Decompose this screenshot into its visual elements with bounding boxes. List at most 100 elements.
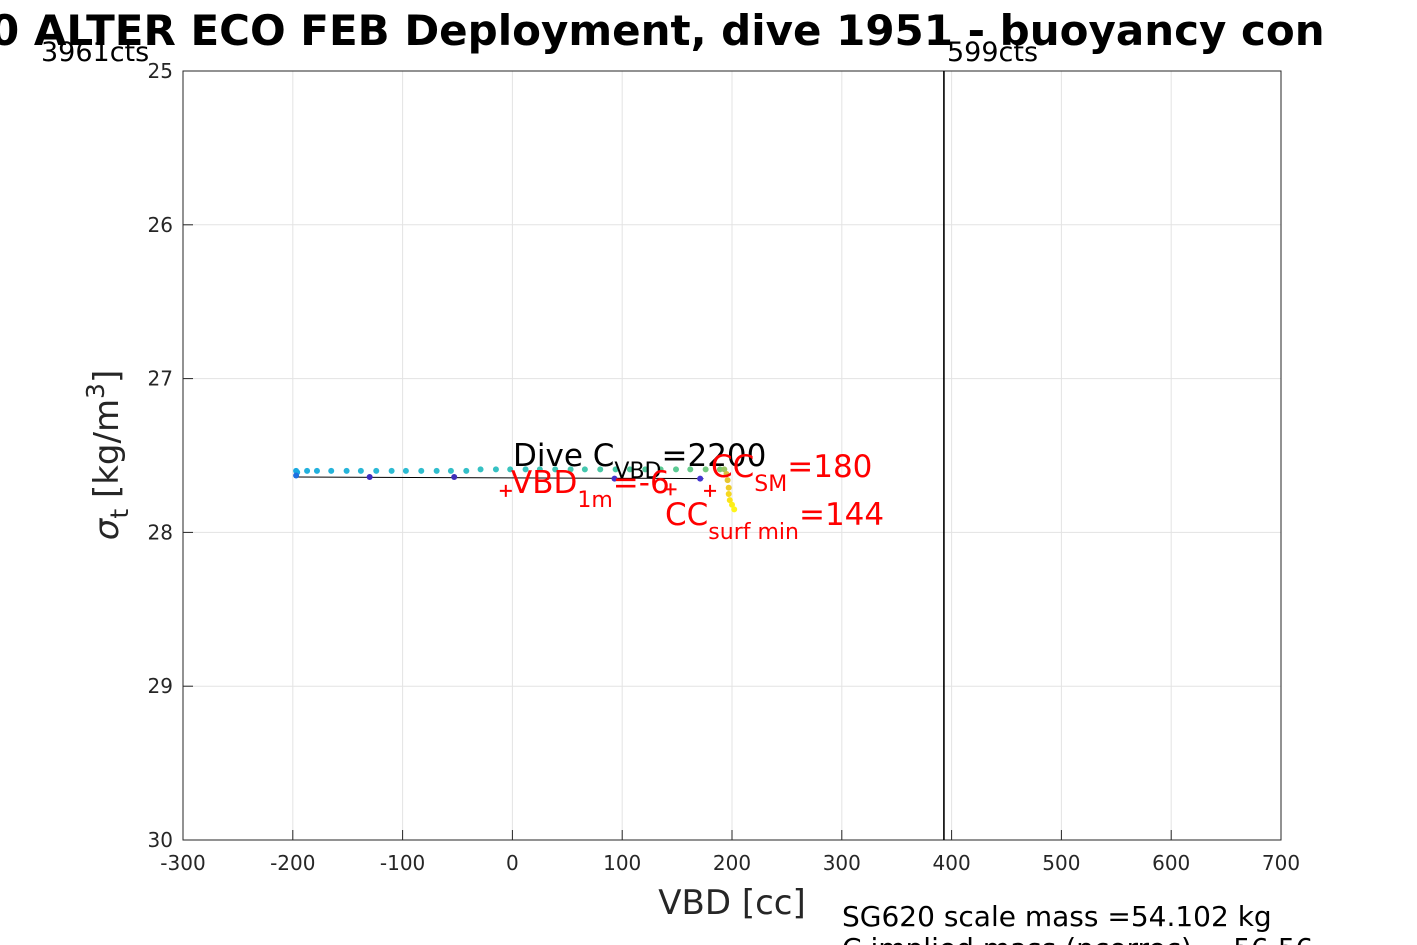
data-point	[724, 477, 731, 484]
data-point	[673, 466, 680, 473]
data-point	[328, 467, 335, 474]
data-point	[612, 466, 619, 473]
data-point	[642, 466, 649, 473]
y-tick-label: 29	[148, 674, 173, 698]
chart-title: 0 ALTER ECO FEB Deployment, dive 1951 - …	[0, 6, 1325, 55]
data-point	[522, 466, 529, 473]
data-point	[447, 467, 454, 474]
ylabel-sub: t	[105, 509, 134, 519]
data-point	[687, 466, 694, 473]
plus-markers	[499, 483, 717, 497]
data-point	[388, 467, 395, 474]
dive-c-value: =2200	[662, 438, 767, 474]
x-tick-label: -300	[160, 851, 205, 875]
data-point	[492, 466, 499, 473]
y-tick-label: 27	[148, 367, 173, 391]
vbd-1m-value: =-6	[613, 465, 670, 501]
data-point	[726, 497, 733, 504]
data-point	[477, 466, 484, 473]
x-tick-label: 600	[1152, 851, 1190, 875]
data-point	[716, 466, 723, 473]
plus-marker	[704, 484, 717, 497]
data-point	[611, 475, 618, 482]
x-tick-label: 500	[1042, 851, 1080, 875]
x-tick-label: 400	[933, 851, 971, 875]
ylabel-units: [kg/m	[87, 399, 127, 509]
data-point	[313, 467, 320, 474]
data-point	[552, 466, 559, 473]
data-point	[567, 466, 574, 473]
cc-sm-main: CC	[711, 449, 754, 485]
data-point	[721, 466, 728, 473]
x-tick-label: 700	[1262, 851, 1300, 875]
plus-marker	[664, 483, 677, 496]
data-point	[536, 466, 543, 473]
grid-lines	[182, 70, 1282, 841]
footer-implied-mass: C implied mass (ncorrec) = 56.56	[842, 932, 1313, 945]
counts-left-label: 3961cts	[41, 37, 150, 68]
x-tick-label: -200	[270, 851, 315, 875]
dive-c-main: Dive C	[513, 438, 614, 474]
dive-c-annotation: Dive CVBD=2200	[513, 438, 766, 484]
data-point	[729, 501, 735, 508]
data-point	[697, 475, 704, 482]
x-tick-label: 0	[506, 851, 519, 875]
svg-text:σt [kg/m3]: σt [kg/m3]	[81, 370, 134, 540]
data-point	[293, 472, 300, 479]
x-tick-labels: -300 -200 -100 0 100 200 300 400 500 600 700	[160, 851, 1300, 875]
data-point	[731, 506, 738, 513]
y-axis-label: σt [kg/m3]	[81, 370, 134, 540]
ylabel-sigma: σ	[87, 517, 127, 540]
data-point	[581, 466, 588, 473]
counts-right-label: 599cts	[947, 37, 1039, 68]
data-point	[626, 466, 633, 473]
cc-sm-sub: SM	[754, 472, 787, 497]
vbd-1m-main: VBD	[511, 465, 577, 501]
data-point	[343, 467, 350, 474]
cc-surf-value: =144	[799, 497, 884, 533]
data-point	[463, 467, 470, 474]
x-axis-label: VBD [cc]	[658, 883, 806, 923]
y-tick-labels: 25 26 27 28 29 30	[148, 59, 173, 852]
vbd-1m-annotation: VBD1m=-6	[511, 465, 670, 513]
footer-implied-rest: implied mass (ncorrec) = 56.56	[862, 932, 1313, 945]
data-point	[357, 467, 364, 474]
data-point	[702, 466, 709, 473]
data-point	[725, 484, 732, 491]
data-point	[507, 466, 514, 473]
data-point	[597, 466, 604, 473]
cc-surf-main: CC	[665, 497, 708, 533]
footer-implied-c: C	[842, 932, 862, 945]
data-point	[366, 474, 373, 481]
data-point	[433, 467, 440, 474]
fit-line	[296, 476, 704, 480]
data-point	[418, 467, 425, 474]
cc-surf-sub: surf min	[708, 520, 799, 545]
data-point	[304, 467, 311, 474]
ylabel-close: ]	[87, 370, 127, 383]
cc-sm-value: =180	[787, 449, 872, 485]
footer-scale-mass: SG620 scale mass =54.102 kg	[842, 900, 1272, 933]
x-tick-label: 300	[823, 851, 861, 875]
data-point	[657, 466, 664, 473]
tick-marks	[182, 70, 1282, 841]
dive-c-sub: VBD	[614, 459, 661, 484]
x-tick-label: -100	[380, 851, 425, 875]
y-tick-label: 30	[148, 828, 173, 852]
cc-surf-min-annotation: CCsurf min=144	[665, 497, 884, 545]
y-tick-label: 28	[148, 520, 173, 544]
data-point	[723, 470, 730, 477]
data-point	[725, 490, 732, 497]
data-point	[451, 474, 458, 481]
ylabel-exp: 3	[81, 383, 110, 399]
data-points	[293, 466, 738, 513]
x-tick-label: 100	[603, 851, 641, 875]
y-tick-label: 26	[148, 213, 173, 237]
x-tick-label: 200	[713, 851, 751, 875]
plus-marker	[499, 484, 512, 497]
cc-sm-annotation: CCSM=180	[711, 449, 872, 497]
data-point	[373, 467, 380, 474]
y-tick-label: 25	[148, 59, 173, 83]
